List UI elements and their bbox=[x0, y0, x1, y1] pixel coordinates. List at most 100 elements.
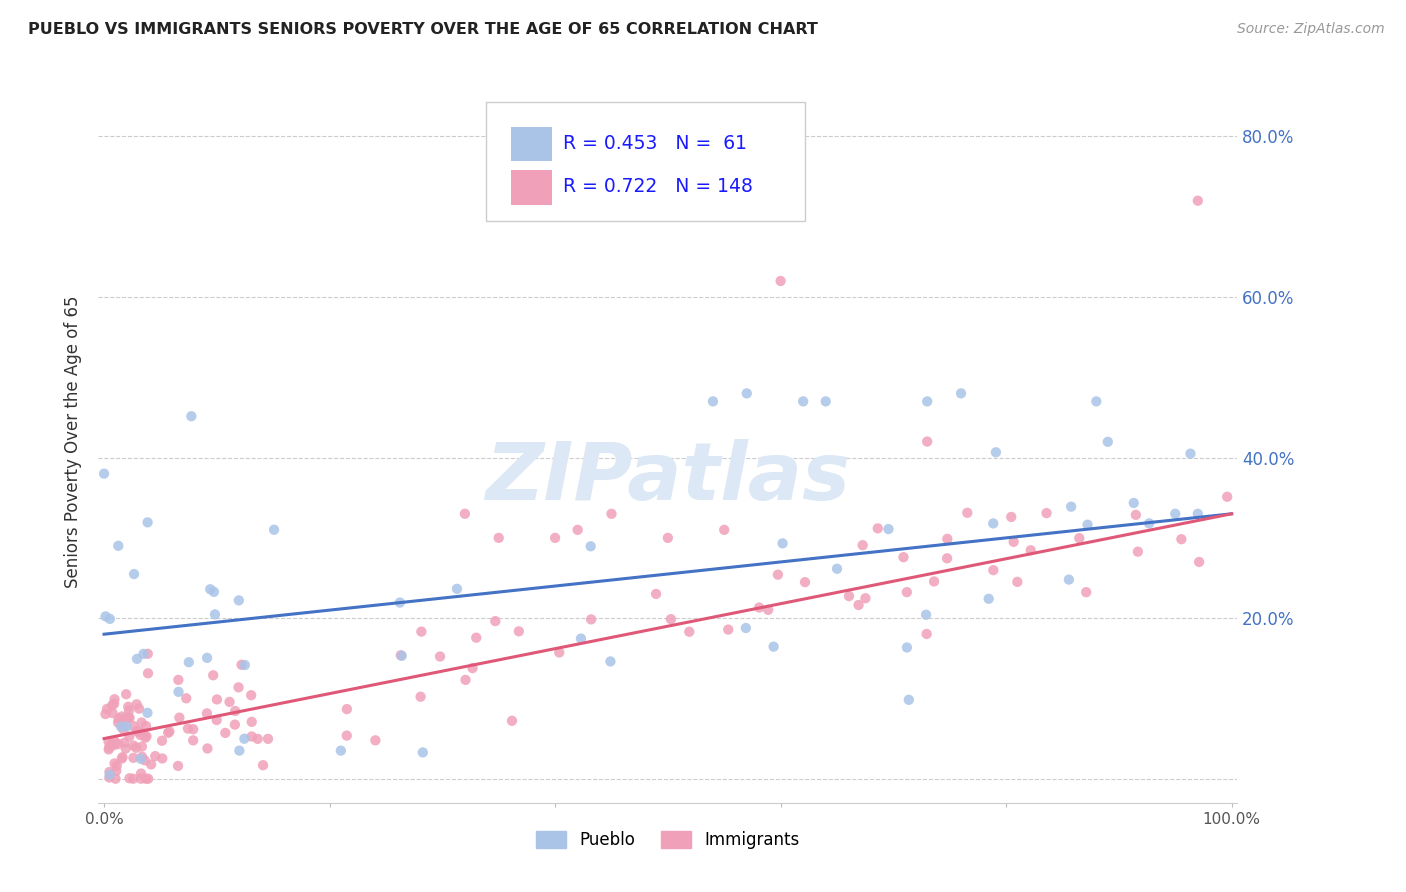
Immigrants bbox=[107, 712, 129, 726]
Immigrants bbox=[1076, 585, 1098, 599]
Pueblo bbox=[814, 394, 837, 409]
Pueblo bbox=[110, 719, 132, 733]
Pueblo bbox=[772, 536, 794, 550]
Pueblo bbox=[391, 648, 413, 663]
Pueblo bbox=[167, 685, 190, 699]
Immigrants bbox=[197, 741, 219, 756]
Immigrants bbox=[1125, 508, 1147, 522]
Immigrants bbox=[101, 698, 124, 713]
Immigrants bbox=[579, 612, 602, 626]
Pueblo bbox=[984, 445, 1007, 459]
Immigrants bbox=[135, 719, 157, 733]
Immigrants bbox=[150, 733, 173, 747]
Pueblo bbox=[950, 386, 973, 401]
Immigrants bbox=[122, 719, 145, 733]
Pueblo bbox=[1164, 507, 1187, 521]
Immigrants bbox=[766, 567, 789, 582]
Immigrants bbox=[167, 673, 190, 687]
Immigrants bbox=[103, 756, 125, 771]
Immigrants bbox=[936, 551, 959, 566]
Pueblo bbox=[177, 655, 200, 669]
Immigrants bbox=[118, 704, 141, 718]
Immigrants bbox=[231, 657, 253, 672]
Pueblo bbox=[510, 210, 533, 224]
Pueblo bbox=[579, 539, 602, 553]
Immigrants bbox=[118, 730, 141, 744]
Pueblo bbox=[792, 394, 814, 409]
Immigrants bbox=[838, 589, 860, 603]
Immigrants bbox=[1187, 194, 1209, 208]
Pueblo bbox=[1060, 500, 1083, 514]
Immigrants bbox=[114, 741, 136, 756]
Pueblo bbox=[233, 731, 256, 746]
Pueblo bbox=[825, 562, 848, 576]
Immigrants bbox=[257, 731, 280, 746]
Pueblo bbox=[734, 621, 756, 635]
Immigrants bbox=[111, 709, 134, 723]
Text: ZIPatlas: ZIPatlas bbox=[485, 439, 851, 516]
Immigrants bbox=[104, 734, 127, 748]
Immigrants bbox=[936, 532, 959, 546]
Immigrants bbox=[465, 631, 488, 645]
Immigrants bbox=[111, 751, 134, 765]
Bar bbox=[510, 169, 551, 204]
Immigrants bbox=[896, 585, 918, 599]
Pueblo bbox=[228, 744, 250, 758]
Immigrants bbox=[105, 758, 128, 772]
Immigrants bbox=[769, 274, 792, 288]
Pueblo bbox=[412, 745, 434, 759]
Immigrants bbox=[240, 714, 263, 729]
Pueblo bbox=[129, 752, 152, 766]
Pueblo bbox=[136, 706, 159, 720]
Immigrants bbox=[678, 624, 700, 639]
Pueblo bbox=[228, 593, 250, 607]
Immigrants bbox=[122, 739, 145, 753]
Pueblo bbox=[93, 467, 115, 481]
Immigrants bbox=[794, 575, 817, 590]
Immigrants bbox=[548, 645, 571, 659]
Immigrants bbox=[454, 507, 477, 521]
Immigrants bbox=[128, 701, 150, 715]
Pueblo bbox=[877, 522, 900, 536]
Pueblo bbox=[896, 640, 918, 655]
Immigrants bbox=[103, 697, 125, 711]
Immigrants bbox=[131, 726, 153, 740]
Pueblo bbox=[329, 744, 352, 758]
Immigrants bbox=[115, 687, 138, 701]
Immigrants bbox=[97, 742, 120, 756]
Immigrants bbox=[1069, 531, 1091, 545]
Immigrants bbox=[205, 713, 228, 727]
Immigrants bbox=[129, 772, 152, 786]
Pueblo bbox=[94, 609, 117, 624]
Immigrants bbox=[98, 740, 121, 755]
Immigrants bbox=[157, 726, 180, 740]
Immigrants bbox=[1000, 510, 1022, 524]
Immigrants bbox=[454, 673, 477, 687]
Immigrants bbox=[567, 523, 589, 537]
Immigrants bbox=[122, 751, 145, 765]
Pueblo bbox=[702, 394, 724, 409]
Immigrants bbox=[893, 550, 915, 565]
Immigrants bbox=[657, 531, 679, 545]
Immigrants bbox=[218, 695, 240, 709]
Immigrants bbox=[855, 591, 877, 606]
Immigrants bbox=[915, 434, 938, 449]
Immigrants bbox=[852, 538, 875, 552]
Pueblo bbox=[136, 516, 159, 530]
Immigrants bbox=[103, 692, 125, 706]
Immigrants bbox=[488, 531, 510, 545]
Pueblo bbox=[915, 607, 938, 622]
Pueblo bbox=[233, 658, 256, 673]
Immigrants bbox=[111, 750, 134, 764]
Immigrants bbox=[136, 772, 159, 786]
Immigrants bbox=[214, 726, 236, 740]
Pueblo bbox=[1122, 496, 1144, 510]
Pueblo bbox=[1137, 516, 1160, 531]
Pueblo bbox=[897, 693, 920, 707]
Pueblo bbox=[132, 647, 155, 661]
Pueblo bbox=[599, 655, 621, 669]
Immigrants bbox=[112, 723, 135, 737]
Immigrants bbox=[100, 737, 122, 751]
Immigrants bbox=[915, 627, 938, 641]
Pueblo bbox=[981, 516, 1004, 531]
